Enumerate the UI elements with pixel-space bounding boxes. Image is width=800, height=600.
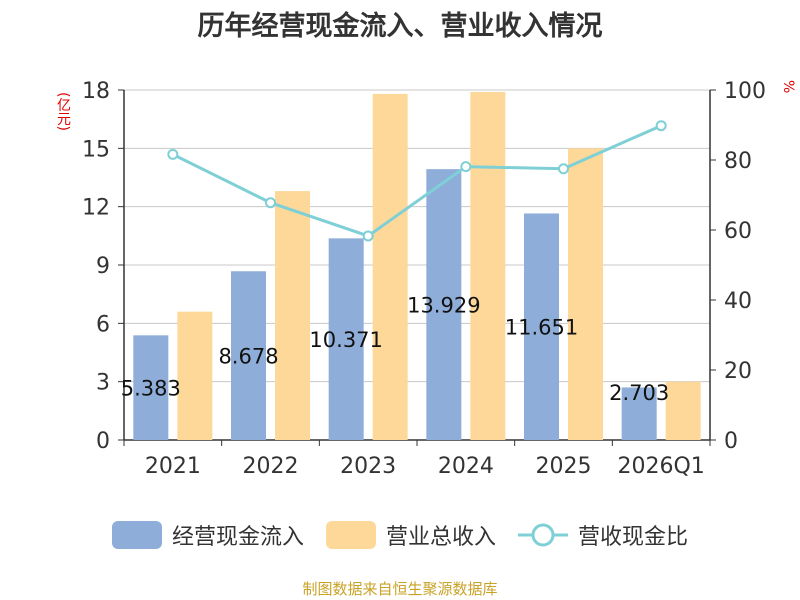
y-left-tick-label: 15 xyxy=(82,137,110,162)
data-label-cash-inflow: 13.929 xyxy=(407,294,480,318)
data-label-cash-inflow: 8.678 xyxy=(218,345,278,369)
legend-label-cash-inflow: 经营现金流入 xyxy=(171,525,304,550)
y-left-tick-label: 12 xyxy=(82,196,110,221)
bar-cash-inflow xyxy=(133,335,169,440)
legend-label-ratio: 营收现金比 xyxy=(578,525,689,550)
y-left-unit: (亿元) xyxy=(55,92,71,131)
bar-revenue xyxy=(372,93,408,440)
chart-title: 历年经营现金流入、营业收入情况 xyxy=(197,11,603,42)
y-right-tick-label: 0 xyxy=(724,429,738,454)
x-tick-label: 2024 xyxy=(438,454,494,479)
legend-swatch-cash-inflow xyxy=(111,521,162,549)
y-right-tick-label: 80 xyxy=(724,149,752,174)
x-tick-label: 2022 xyxy=(243,454,299,479)
bar-revenue xyxy=(275,191,310,440)
source-note: 制图数据来自恒生聚源数据库 xyxy=(302,580,498,598)
legend-item-revenue[interactable]: 营业总收入 xyxy=(325,519,496,551)
x-tick-label: 2023 xyxy=(340,454,396,479)
x-tick-label: 2025 xyxy=(536,454,592,479)
y-right-tick-label: 100 xyxy=(724,79,766,104)
y-right-tick-label: 60 xyxy=(724,219,752,244)
legend-swatch-ratio xyxy=(518,521,568,549)
point-ratio xyxy=(558,163,569,175)
y-left-tick-label: 18 xyxy=(82,79,110,104)
data-label-cash-inflow: 5.383 xyxy=(121,377,181,401)
point-ratio xyxy=(167,148,179,160)
legend-swatch-revenue xyxy=(325,521,376,549)
point-ratio xyxy=(362,230,374,242)
x-tick-label: 2021 xyxy=(145,454,201,479)
x-tick-label: 2026Q1 xyxy=(618,454,705,479)
legend-item-ratio[interactable]: 营收现金比 xyxy=(518,519,688,551)
legend-label-revenue: 营业总收入 xyxy=(385,525,496,550)
y-left-tick-label: 3 xyxy=(96,371,110,396)
bar-revenue xyxy=(177,311,213,440)
bar-cash-inflow xyxy=(524,213,559,440)
y-right-tick-label: 20 xyxy=(724,359,752,384)
y-right-unit: % xyxy=(780,80,796,94)
line-ratio xyxy=(172,124,662,238)
data-label-cash-inflow: 2.703 xyxy=(609,381,669,405)
bar-revenue xyxy=(665,381,701,440)
y-left-tick-label: 6 xyxy=(96,312,110,337)
data-label-cash-inflow: 10.371 xyxy=(309,328,382,352)
bar-revenue xyxy=(470,91,506,440)
y-right-tick-label: 40 xyxy=(724,289,752,314)
point-ratio xyxy=(460,161,472,173)
legend-item-cash-inflow[interactable]: 经营现金流入 xyxy=(111,519,304,551)
y-left-tick-label: 0 xyxy=(96,429,110,454)
data-label-cash-inflow: 11.651 xyxy=(505,316,578,340)
y-left-tick-label: 9 xyxy=(96,254,110,279)
bar-cash-inflow xyxy=(328,238,364,440)
bar-cash-inflow xyxy=(231,271,266,440)
point-ratio xyxy=(265,197,276,209)
point-ratio xyxy=(655,120,667,132)
bar-revenue xyxy=(568,148,603,441)
bar-cash-inflow xyxy=(426,169,462,441)
legend: 经营现金流入 营业总收入 营收现金比 xyxy=(0,515,800,555)
bar-cash-inflow xyxy=(621,387,657,440)
